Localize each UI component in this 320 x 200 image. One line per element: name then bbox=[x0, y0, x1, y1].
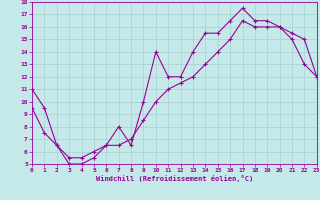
X-axis label: Windchill (Refroidissement éolien,°C): Windchill (Refroidissement éolien,°C) bbox=[96, 175, 253, 182]
